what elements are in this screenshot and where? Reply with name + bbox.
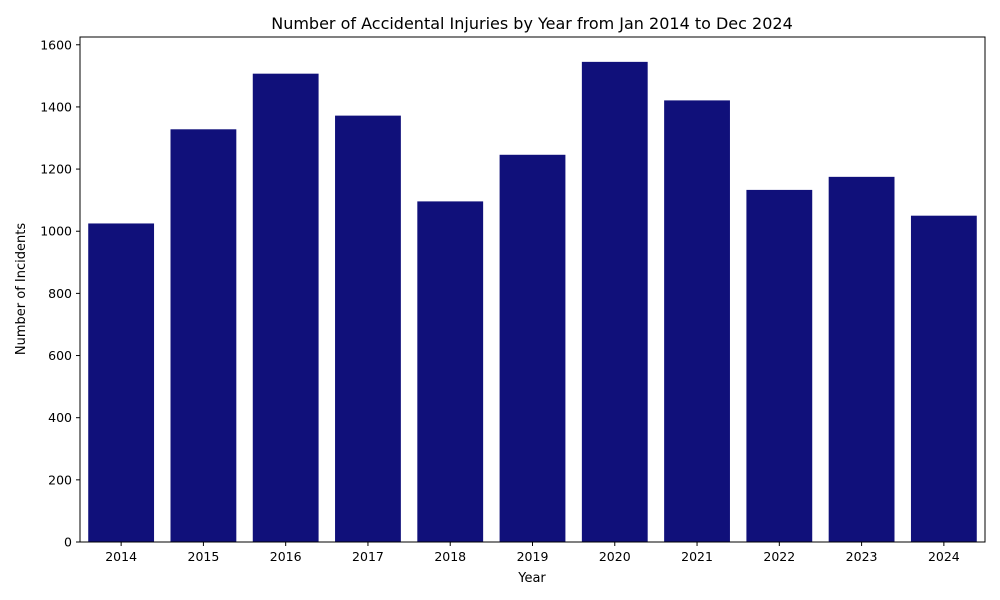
y-tick-label: 1200 <box>40 162 72 177</box>
y-tick-label: 1400 <box>40 99 72 114</box>
x-tick-label: 2016 <box>270 549 302 564</box>
x-tick-label: 2024 <box>928 549 960 564</box>
y-tick-label: 400 <box>48 410 72 425</box>
bar-2014 <box>88 223 155 542</box>
y-tick-label: 1600 <box>40 37 72 52</box>
x-tick-label: 2014 <box>105 549 137 564</box>
x-tick-label: 2017 <box>352 549 384 564</box>
bar-group <box>88 61 977 543</box>
bar-2020 <box>581 61 648 542</box>
x-tick-label: 2022 <box>763 549 795 564</box>
x-axis: 2014 2015 2016 2017 2018 2019 2020 2021 2022 2023… <box>105 542 960 564</box>
x-tick-label: 2015 <box>188 549 220 564</box>
y-tick-label: 800 <box>48 286 72 301</box>
bar-2015 <box>170 129 237 542</box>
x-tick-label: 2023 <box>846 549 878 564</box>
chart-title: Number of Accidental Injuries by Year fr… <box>271 14 793 33</box>
y-tick-label: 600 <box>48 348 72 363</box>
bar-2022 <box>746 189 813 542</box>
bar-2019 <box>499 154 566 542</box>
plot-frame <box>79 36 986 543</box>
bar-2017 <box>335 115 401 542</box>
x-tick-label: 2021 <box>681 549 713 564</box>
x-tick-label: 2019 <box>517 549 549 564</box>
y-tick-label: 200 <box>48 472 72 487</box>
y-axis: 0 200 400 600 800 1000 1200 1400 1600 <box>40 37 80 550</box>
bar-2018 <box>417 201 484 543</box>
bar-2016 <box>252 73 319 542</box>
y-tick-label: 1000 <box>40 224 72 239</box>
bar-2024 <box>910 215 977 542</box>
y-axis-label: Number of Incidents <box>14 223 29 355</box>
y-tick-label: 0 <box>64 535 72 550</box>
x-axis-label: Year <box>517 571 546 586</box>
x-tick-label: 2020 <box>599 549 631 564</box>
bar-2023 <box>828 176 895 542</box>
x-tick-label: 2018 <box>434 549 466 564</box>
bar-2021 <box>664 100 730 543</box>
